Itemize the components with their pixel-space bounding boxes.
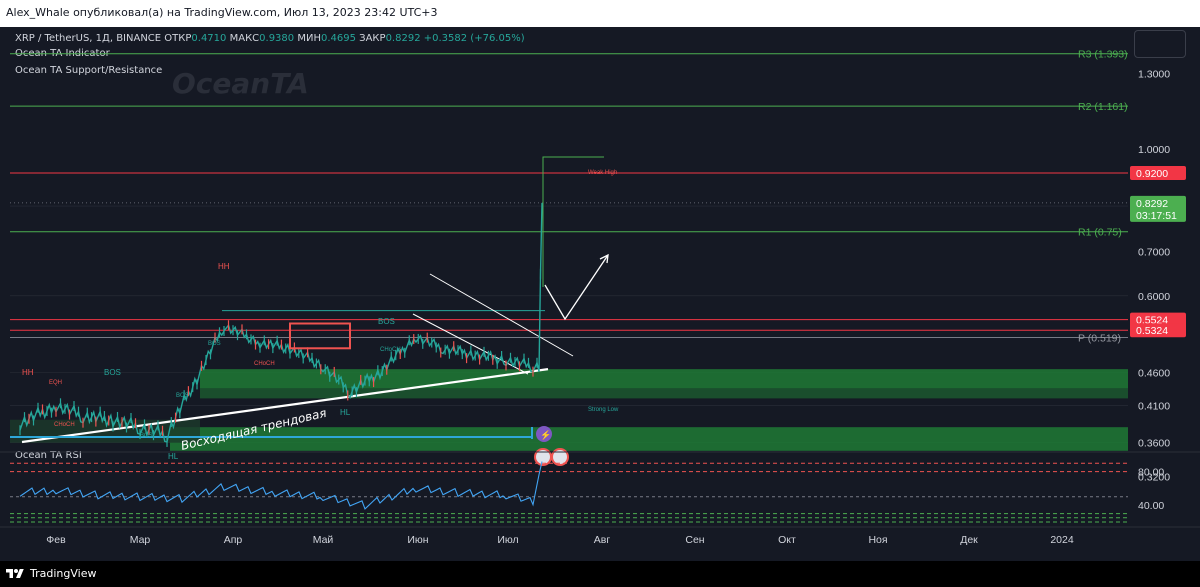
pivot-level-label: P (0.519) — [1078, 333, 1121, 345]
open-label: ОТКР — [164, 33, 192, 44]
footer-brand: TradingView — [30, 567, 97, 580]
price-countdown: 03:17:51 — [1136, 210, 1177, 222]
rsi-line — [19, 461, 543, 510]
annotation-label: Strong Low — [588, 407, 619, 413]
channel-line — [412, 313, 529, 375]
pivot-level-label: R2 (1.161) — [1078, 101, 1128, 113]
chart-settings-box[interactable] — [1134, 30, 1186, 58]
annotation-label: HL — [168, 452, 179, 461]
pivot-level-label: R3 (1.393) — [1078, 49, 1128, 61]
support-zone — [200, 388, 1128, 399]
x-tick-label: Окт — [778, 534, 796, 546]
y-tick-label: 0.4600 — [1138, 367, 1170, 379]
x-tick-label: Июн — [407, 534, 428, 546]
annotation-label: BOS — [378, 317, 395, 326]
rsi-y-tick: 80.00 — [1138, 467, 1164, 479]
x-tick-label: Апр — [224, 534, 243, 546]
y-tick-label: 0.3600 — [1138, 438, 1170, 450]
lightning-event-icon — [536, 426, 552, 442]
price-label: 0.8292 — [1136, 198, 1168, 210]
symbol-label: XRP / TetherUS, 1Д, BINANCE — [15, 33, 162, 44]
price-label-box — [1130, 312, 1186, 327]
price-series-line — [19, 202, 543, 443]
close-value: 0.8292 — [385, 33, 421, 44]
us-flag-event-icon — [534, 448, 552, 466]
annotation-label: CHoCH — [380, 347, 401, 353]
price-label-box — [1130, 165, 1186, 180]
low-label: МИН — [297, 33, 321, 44]
x-tick-label: Июл — [497, 534, 518, 546]
open-value: 0.4710 — [191, 33, 227, 44]
x-tick-label: Мар — [130, 534, 151, 546]
low-value: 0.4695 — [320, 33, 356, 44]
annotation-label: HH — [218, 262, 230, 271]
y-tick-label: 0.3200 — [1138, 472, 1170, 484]
y-tick-label: 0.4100 — [1138, 400, 1170, 412]
annotation-label: BOS — [176, 393, 189, 399]
symbol-legend: XRP / TetherUS, 1Д, BINANCE ОТКР0.4710 М… — [15, 33, 525, 44]
weak-high-line — [542, 156, 604, 287]
x-tick-label: Дек — [960, 534, 978, 546]
trendline — [21, 368, 549, 444]
annotation-label: BOS — [104, 368, 121, 377]
rsi-legend[interactable]: Ocean TA RSI — [15, 450, 82, 461]
projection-arrow-head — [599, 253, 609, 264]
y-tick-label: 0.6000 — [1138, 291, 1170, 303]
ema-band — [289, 322, 351, 350]
high-label: МАКС — [229, 33, 260, 44]
x-tick-label: Сен — [685, 534, 704, 546]
footer-bar: TradingView — [0, 561, 1200, 587]
price-label-box — [1130, 323, 1186, 338]
annotation-label: BOS — [208, 341, 221, 347]
us-flag-event-icon — [551, 448, 569, 466]
channel-line — [429, 273, 574, 357]
projection-arrow — [544, 254, 609, 321]
watermark: OceanTA — [172, 67, 309, 100]
price-label: 0.5324 — [1136, 325, 1168, 337]
tradingview-logo-icon — [6, 569, 24, 578]
publish-caption: Alex_Whale опубликовал(а) на TradingView… — [6, 6, 438, 19]
publish-caption-bar: Alex_Whale опубликовал(а) на TradingView… — [0, 0, 1200, 27]
price-label: 0.9200 — [1136, 168, 1168, 180]
x-tick-label: Фев — [46, 534, 66, 546]
annotation-label: EQH — [49, 380, 62, 386]
y-tick-label: 1.3000 — [1138, 69, 1170, 81]
annotation-label: HH — [22, 368, 34, 377]
annotation-label: CHoCH — [54, 422, 75, 428]
close-label: ЗАКР — [359, 33, 386, 44]
x-tick-label: Май — [313, 534, 334, 546]
high-value: 0.9380 — [259, 33, 295, 44]
x-tick-label: Ноя — [868, 534, 887, 546]
y-tick-label: 1.0000 — [1138, 144, 1170, 156]
x-tick-label: Авг — [594, 534, 611, 546]
annotation-label: Weak High — [588, 170, 617, 176]
support-zone — [170, 427, 1128, 451]
pivot-level-label: R1 (0.75) — [1078, 227, 1122, 239]
annotation-label: CHoCH — [254, 361, 275, 367]
change-value: +0.3582 (+76.05%) — [423, 33, 525, 44]
rsi-y-tick: 40.00 — [1138, 500, 1164, 512]
indicator-legend-2[interactable]: Ocean TA Support/Resistance — [15, 65, 163, 76]
annotation-label: BOS — [140, 433, 153, 439]
support-zone — [200, 369, 1128, 389]
chart-area[interactable]: OceanTA XRP / TetherUS, 1Д, BINANCE ОТКР… — [0, 27, 1200, 561]
price-label-box — [1130, 195, 1186, 222]
y-tick-label: 0.7000 — [1138, 247, 1170, 259]
lightning-glyph: ⚡ — [540, 429, 551, 441]
price-chart: R3 (1.393) R2 (1.161) R1 (0.75) P (0.519) 1.… — [0, 49, 1200, 546]
x-tick-label: 2024 — [1050, 534, 1074, 546]
annotation-label: HL — [340, 408, 351, 417]
